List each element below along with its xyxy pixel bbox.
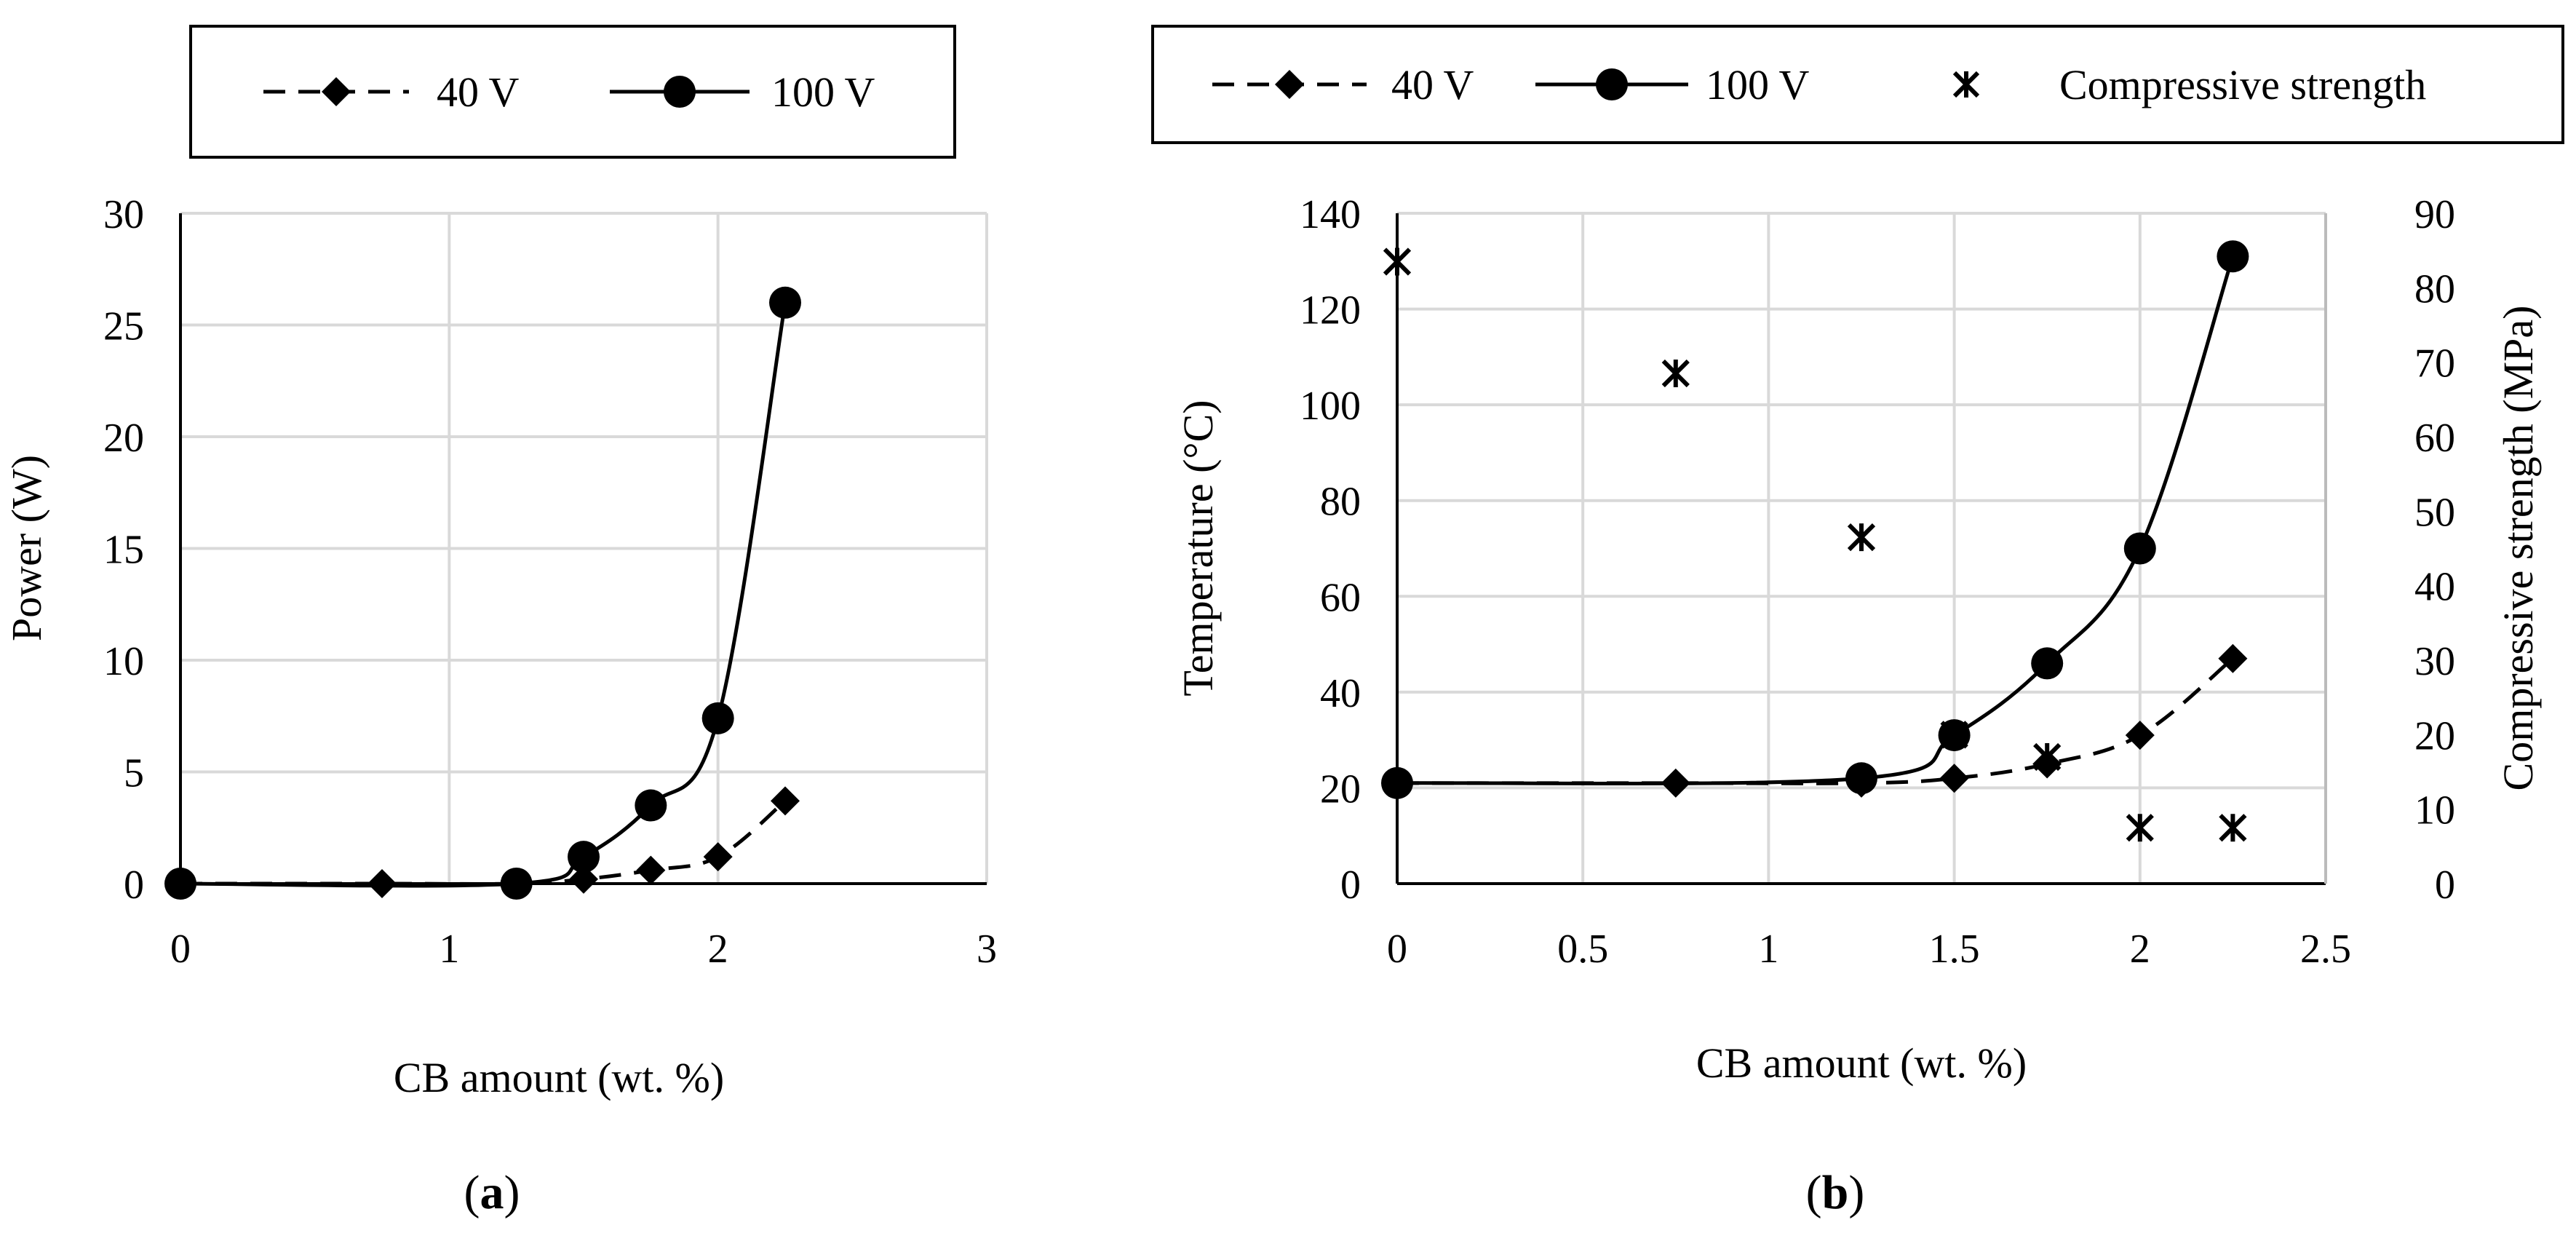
chart-a-legend-40v: 40 V <box>263 68 519 116</box>
chart-b: 0 0.5 1 1.5 2 2.5 0 20 40 60 80 100 120 140 0 10 20 30 4… <box>1151 25 2564 1219</box>
chart-b-series-100-v-line <box>1396 255 2235 786</box>
circle-marker-icon <box>664 76 696 108</box>
chart-b-series-40-v-line <box>1397 657 2234 785</box>
chart-b-legend-compressive-label: Compressive strength <box>2059 61 2426 108</box>
chart-a-y-tick-label: 30 <box>103 192 144 237</box>
star-marker-icon <box>1952 71 1980 98</box>
chart-b-legend-100v: 100 V <box>1535 61 1809 108</box>
chart-b-series-100-v-point <box>1845 762 1877 795</box>
chart-a-series-100-v-point <box>701 702 734 734</box>
chart-a-series-40-v-point <box>569 864 598 894</box>
chart-b-y2-tick-label: 70 <box>2414 341 2455 386</box>
chart-b-x-tick-label: 0.5 <box>1557 927 1608 972</box>
chart-b-y-axis-label: Temperature (°C) <box>1174 400 1222 696</box>
chart-a-x-tick-label: 1 <box>439 927 459 972</box>
chart-b-y-tick-label: 60 <box>1320 575 1361 620</box>
chart-a-series-100-v-point <box>568 841 600 873</box>
chart-b-series-compressive-strength-point <box>2033 742 2062 772</box>
chart-b-y2-tick-label: 20 <box>2414 713 2455 758</box>
chart-b-y2-tick-label: 30 <box>2414 639 2455 684</box>
chart-a-series-40-v-point <box>703 842 733 872</box>
chart-b-legend-100v-label: 100 V <box>1706 61 1809 108</box>
chart-a-y-tick-label: 5 <box>124 751 144 796</box>
chart-a-y-tick-label: 0 <box>124 863 144 908</box>
chart-b-y-tick-label: 20 <box>1320 766 1361 812</box>
chart-a-series-40-v-line <box>180 799 787 886</box>
chart-b-y2-axis-label: Compressive strength (MPa) <box>2494 306 2542 791</box>
chart-b-x-tick-label: 0 <box>1387 927 1407 972</box>
chart-b-x-tick-label: 2.5 <box>2300 927 2351 972</box>
chart-b-y-tick-label: 100 <box>1300 384 1361 429</box>
chart-a-grid <box>180 212 988 884</box>
chart-b-y-tick-label: 0 <box>1340 863 1361 908</box>
chart-b-legend-40v: 40 V <box>1212 61 1474 108</box>
chart-a-series-40-v-point <box>636 855 666 885</box>
chart-a-series-100-v-point <box>635 789 667 822</box>
chart-b-legend-40v-label: 40 V <box>1391 61 1474 108</box>
chart-b-x-tick-label: 2 <box>2130 927 2150 972</box>
chart-a-series-40-v-point <box>367 869 397 898</box>
chart-b-y-tick-label: 120 <box>1300 288 1361 333</box>
chart-a-legend-100v: 100 V <box>610 68 875 116</box>
chart-b-x-tick-label: 1.5 <box>1929 927 1980 972</box>
chart-a-x-tick-label: 0 <box>170 927 191 972</box>
chart-a-series <box>164 286 801 900</box>
chart-b-y2-tick-label: 0 <box>2435 863 2455 908</box>
chart-b-legend-box <box>1151 25 2564 144</box>
chart-b-series-compressive-strength-point <box>1847 523 1876 552</box>
chart-b-y2-tick-label: 40 <box>2414 565 2455 610</box>
chart-a: 0 1 2 3 0 5 10 15 20 25 30 40 V 100 V CB amount (… <box>3 25 997 1219</box>
chart-a-series-100-v-line <box>180 302 787 888</box>
chart-a-series-100-v-point <box>500 868 533 900</box>
chart-b-series-40-v-point <box>2125 721 2155 750</box>
chart-a-series-100-v-point <box>769 286 801 319</box>
chart-a-series-40-v-point <box>771 786 800 816</box>
chart-b-y2-tick-label: 60 <box>2414 416 2455 461</box>
chart-a-legend-40v-label: 40 V <box>437 68 519 116</box>
chart-b-series-compressive-strength-point <box>2126 814 2154 842</box>
chart-b-x-tick-label: 1 <box>1758 927 1778 972</box>
chart-b-y2-tick-label: 50 <box>2414 490 2455 535</box>
chart-b-series-100-v-point <box>2123 532 2156 565</box>
chart-a-legend-100v-label: 100 V <box>771 68 875 116</box>
chart-b-series-compressive-strength-point <box>2219 814 2247 842</box>
chart-b-series <box>1381 240 2249 842</box>
chart-b-series-compressive-strength-point <box>1383 247 1412 276</box>
chart-b-y2-tick-label: 10 <box>2414 788 2455 833</box>
chart-a-caption: (a) <box>464 1166 520 1219</box>
chart-b-y2-tick-label: 80 <box>2414 266 2455 312</box>
chart-a-x-tick-label: 2 <box>708 927 728 972</box>
chart-a-x-axis-label: CB amount (wt. %) <box>394 1054 724 1101</box>
chart-b-series-40-v-point <box>2218 643 2248 673</box>
chart-b-series-100-v-point <box>2217 240 2249 273</box>
diamond-marker-icon <box>322 77 351 106</box>
chart-b-series-compressive-strength-point <box>1661 359 1690 388</box>
chart-b-y2-ticks: 0 10 20 30 40 50 60 70 80 90 <box>2414 192 2455 908</box>
chart-b-series-100-v-point <box>1381 766 1413 799</box>
chart-b-x-ticks: 0 0.5 1 1.5 2 2.5 <box>1387 927 2351 972</box>
chart-b-series-40-v-point <box>1939 764 1969 793</box>
chart-a-y-tick-label: 15 <box>103 528 144 573</box>
chart-b-caption: (b) <box>1806 1166 1865 1219</box>
chart-a-series-100-v-point <box>164 868 196 900</box>
circle-marker-icon <box>1596 68 1628 100</box>
chart-b-y2-tick-label: 90 <box>2414 192 2455 237</box>
chart-b-y-tick-label: 80 <box>1320 480 1361 525</box>
chart-a-x-tick-label: 3 <box>977 927 997 972</box>
chart-b-legend-compressive: Compressive strength <box>1952 61 2426 108</box>
chart-a-y-tick-label: 20 <box>103 416 144 461</box>
chart-a-y-tick-label: 25 <box>103 304 144 349</box>
chart-a-x-ticks: 0 1 2 3 <box>170 927 997 972</box>
chart-a-y-axis-label: Power (W) <box>3 455 50 641</box>
chart-a-y-tick-label: 10 <box>103 639 144 684</box>
chart-a-y-ticks: 0 5 10 15 20 25 30 <box>103 192 144 908</box>
diamond-marker-icon <box>1275 70 1304 99</box>
chart-b-series-compressive-strength-point <box>1940 721 1968 749</box>
chart-b-y-tick-label: 40 <box>1320 671 1361 716</box>
chart-b-y-ticks: 0 20 40 60 80 100 120 140 <box>1300 192 1361 908</box>
chart-b-x-axis-label: CB amount (wt. %) <box>1696 1039 2027 1087</box>
chart-b-y-tick-label: 140 <box>1300 192 1361 237</box>
chart-b-series-100-v-point <box>2031 647 2064 680</box>
